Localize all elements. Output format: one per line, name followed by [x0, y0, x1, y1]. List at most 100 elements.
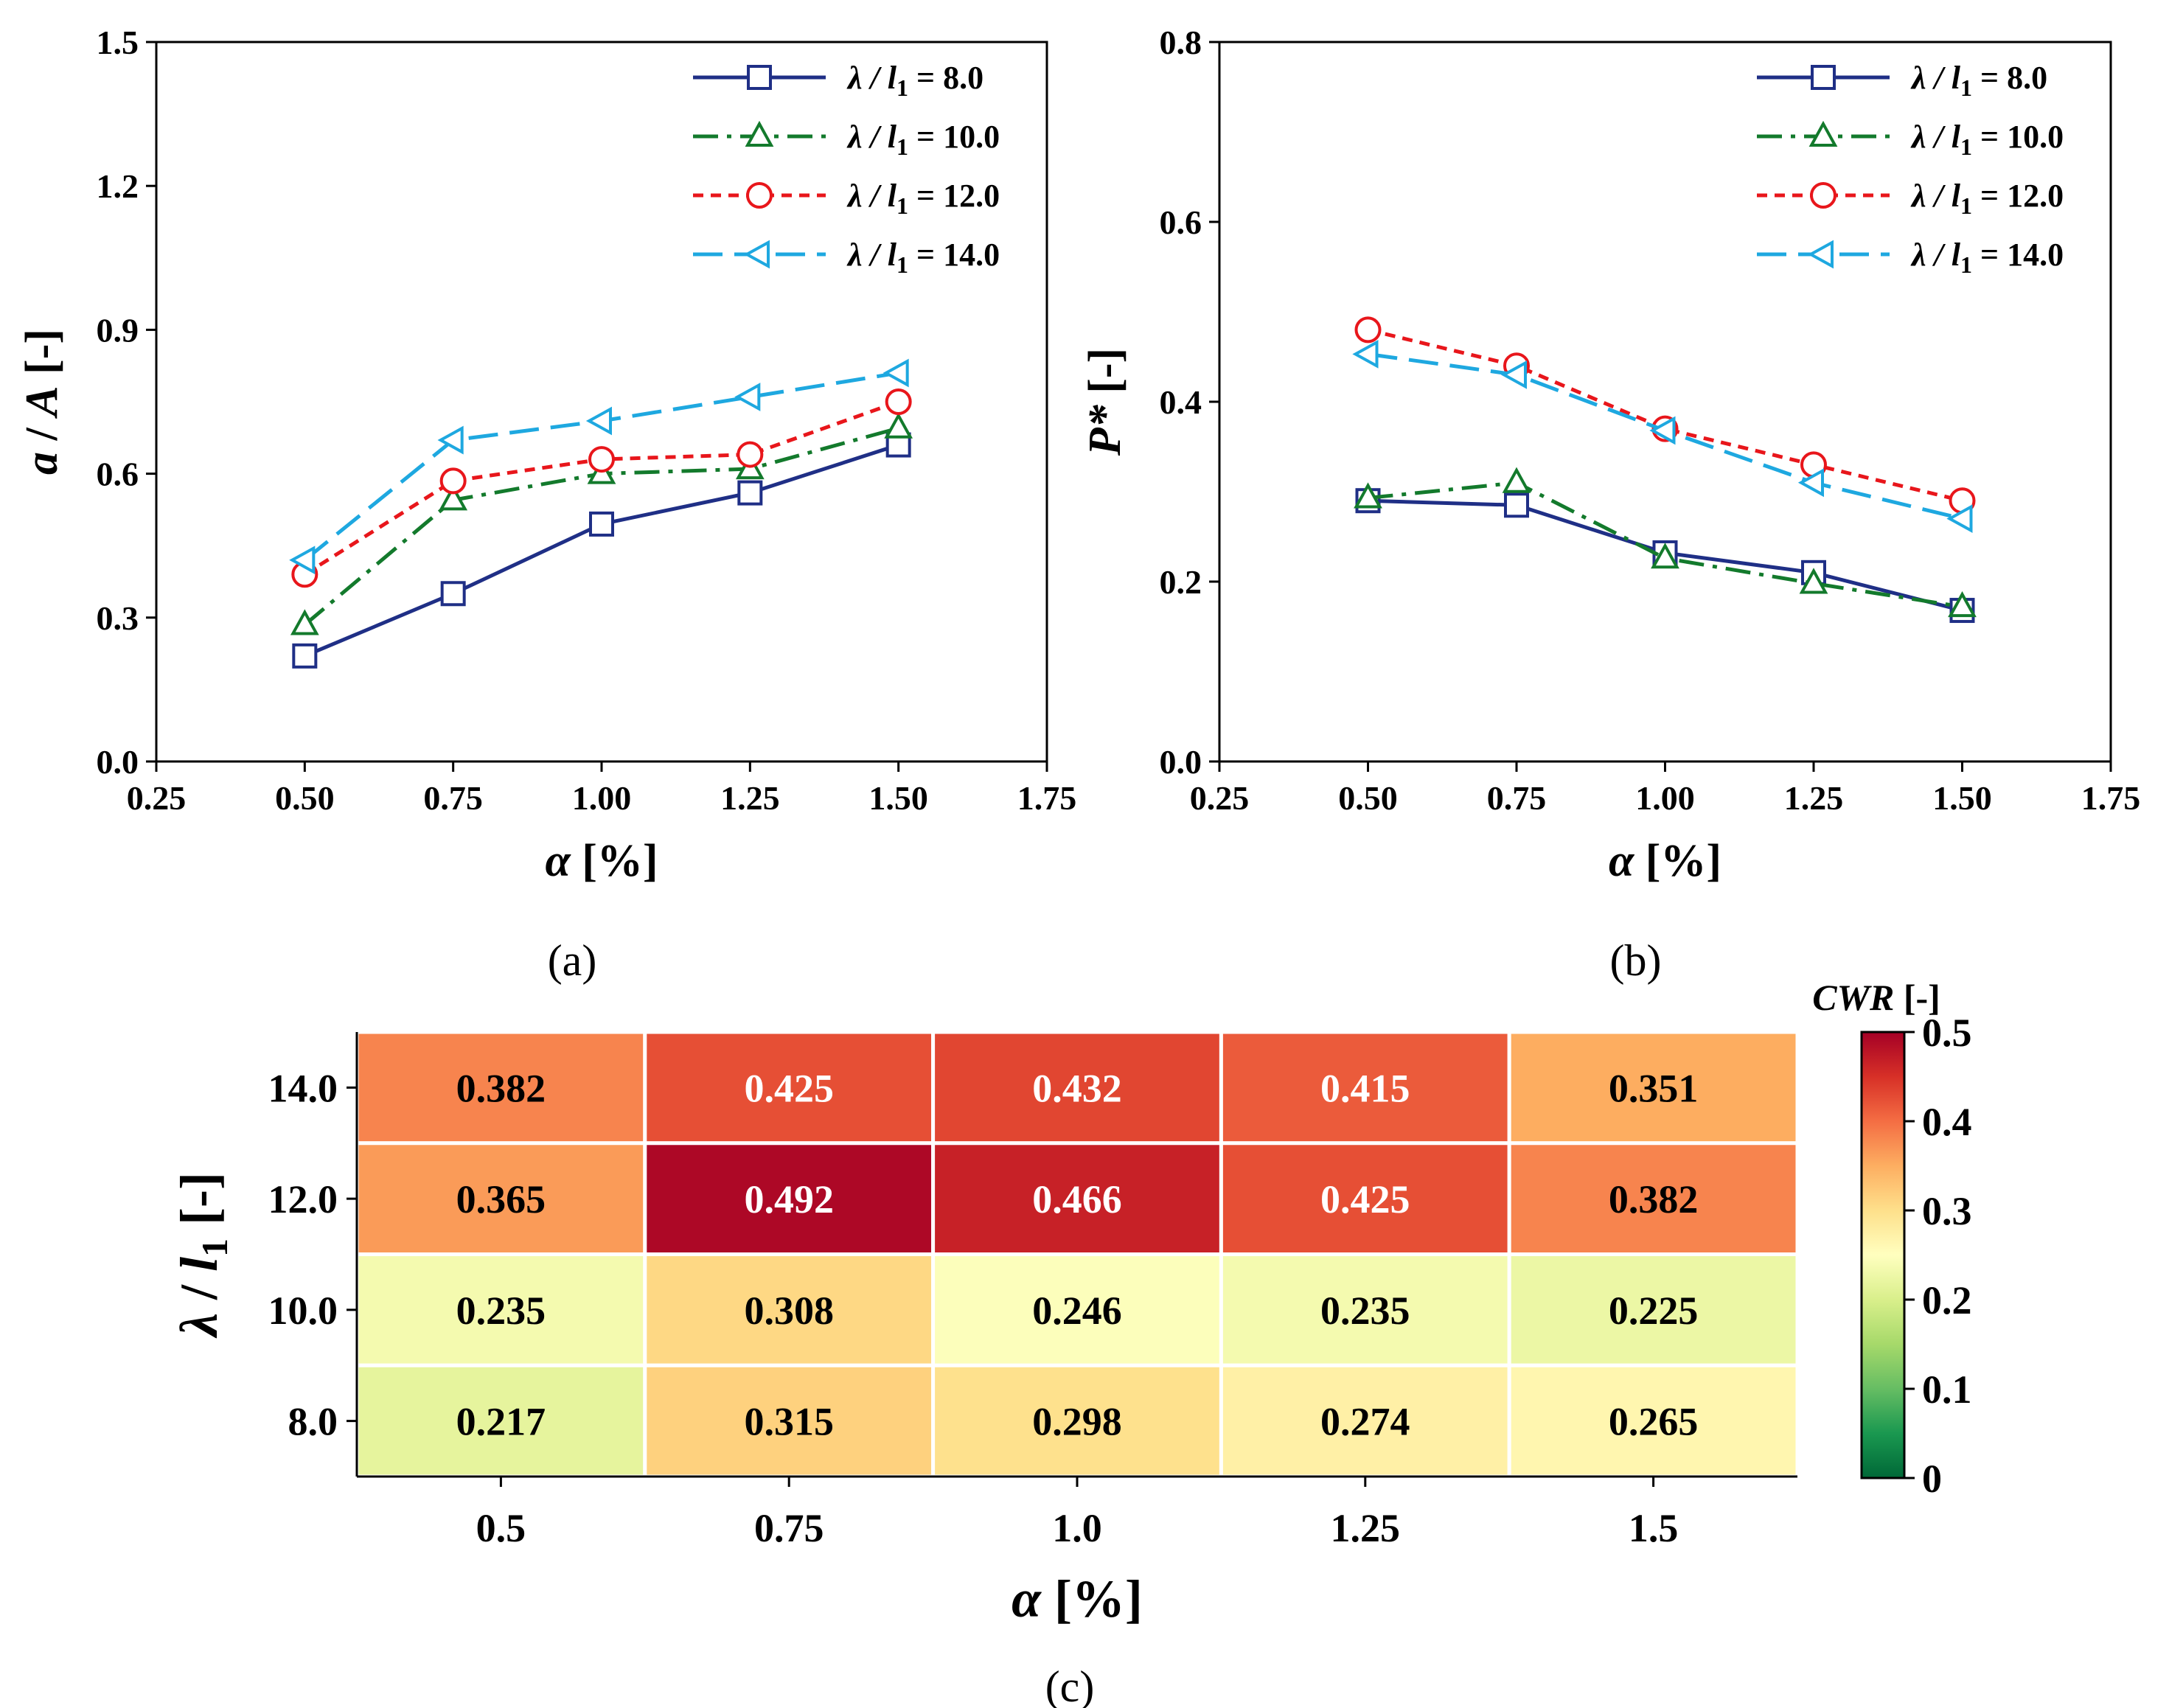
data-point-marker [882, 358, 909, 388]
x-tick-label: 1.0 [1052, 1506, 1102, 1550]
x-tick-label: 0.50 [1338, 779, 1398, 817]
heatmap-cell-value: 0.466 [1032, 1177, 1122, 1221]
y-tick-label: 0.2 [1160, 563, 1202, 601]
heatmap-cell [1507, 1363, 1800, 1479]
legend-sep: / [863, 178, 888, 214]
y-axis-label: a / A [-] [17, 329, 67, 475]
legend-l: l [1952, 237, 1961, 273]
x-tick-label: 1.25 [1784, 779, 1844, 817]
x-tick-label: 1.50 [868, 779, 928, 817]
data-point-marker [1354, 316, 1382, 344]
heatmap-cell-value: 0.235 [1320, 1289, 1410, 1333]
legend-sep: / [863, 119, 888, 155]
legend-entry-4: λ / l1 = 14.0 [1757, 237, 2064, 278]
heatmap-cell-value: 0.432 [1032, 1066, 1122, 1110]
legend-l: l [1952, 119, 1961, 155]
y-axis-sep: / [170, 1272, 229, 1313]
x-axis-symbol: α [545, 836, 571, 886]
legend-lambda: λ [846, 119, 863, 155]
y-tick-label: 0.0 [1160, 743, 1202, 781]
legend-sub: 1 [897, 192, 908, 219]
data-point-marker [734, 383, 761, 411]
legend-eq: = 8.0 [908, 60, 983, 96]
y-tick-label: 0.8 [1160, 24, 1202, 61]
data-point-marker [585, 406, 612, 436]
legend-eq: = 14.0 [1972, 237, 2064, 273]
data-point-marker [1651, 543, 1679, 569]
panel-b-line-chart: 0.25 0.50 0.75 1.00 1.25 1.50 1.75 0.0 0.2 0.4 0.6… [1080, 24, 2140, 985]
x-tick-label: 1.00 [572, 779, 632, 817]
data-point-marker [1354, 482, 1382, 509]
legend-entry-1: λ / l1 = 8.0 [693, 60, 983, 101]
legend-sub: 1 [897, 133, 908, 160]
colorbar-tick-label: 0.5 [1922, 1011, 1972, 1055]
heatmap-cell-value: 0.235 [456, 1289, 546, 1333]
heatmap-cell [931, 1252, 1223, 1367]
legend-label: λ / l1 = 14.0 [1910, 237, 2064, 278]
legend-entry-2: λ / l1 = 10.0 [1757, 119, 2064, 160]
legend-marker [743, 240, 770, 269]
legend-entry-3: λ / l1 = 12.0 [1757, 178, 2064, 219]
legend-sep: / [863, 237, 888, 273]
data-point-marker [1946, 504, 1973, 533]
legend-entry-4: λ / l1 = 14.0 [693, 237, 1000, 278]
legend-entry-2: λ / l1 = 10.0 [693, 119, 1000, 160]
y-axis-var-A: A [17, 386, 67, 419]
panel-label: (a) [548, 936, 597, 985]
legend-entry-3: λ / l1 = 12.0 [693, 178, 1000, 219]
legend-label: λ / l1 = 8.0 [1910, 60, 2047, 101]
data-point-marker [292, 643, 318, 669]
y-axis-var-a: a [17, 452, 67, 475]
legend-marker [1808, 120, 1838, 147]
colorbar-title-unit: [-] [1894, 977, 1940, 1018]
heatmap-cell-value: 0.298 [1032, 1400, 1122, 1444]
x-tick-label: 0.25 [1190, 779, 1250, 817]
legend-lambda: λ [1910, 237, 1926, 273]
y-tick-label: 1.2 [97, 167, 139, 205]
y-tick-label: 0.4 [1160, 383, 1202, 421]
legend-entry-1: λ / l1 = 8.0 [1757, 60, 2047, 101]
x-axis-unit: [%] [1041, 1569, 1143, 1628]
colorbar-tick-label: 0.1 [1922, 1367, 1972, 1412]
data-point-marker [589, 511, 614, 537]
x-axis-label: α [%] [1012, 1569, 1143, 1628]
x-tick-label: 1.5 [1629, 1506, 1679, 1550]
colorbar-title-var: CWR [1812, 977, 1894, 1018]
data-point-marker [1500, 360, 1527, 389]
y-axis-var-P: P* [1080, 404, 1130, 456]
y-axis-unit: [-] [17, 329, 67, 386]
data-point-marker [1352, 339, 1379, 369]
series-4 [1352, 339, 1973, 533]
legend-sep: / [1926, 237, 1952, 273]
legend-marker [1811, 65, 1836, 90]
data-point-marker [290, 609, 319, 635]
legend-sub: 1 [1960, 192, 1972, 219]
data-point-marker [588, 446, 615, 473]
panel-c-heatmap: 0.382 0.425 0.432 0.415 0.351 0.365 0.492 0.466… [170, 977, 1972, 1708]
series-2 [1354, 467, 1977, 618]
legend-sep: / [1926, 60, 1952, 96]
x-tick-label: 0.75 [423, 779, 483, 817]
colorbar-title: CWR [-] [1812, 977, 1940, 1018]
x-tick-label: 0.25 [127, 779, 187, 817]
legend-marker [745, 120, 774, 147]
heatmap-cell [931, 1363, 1223, 1479]
heatmap-cell-value: 0.246 [1032, 1289, 1122, 1333]
colorbar-tick-label: 0.3 [1922, 1189, 1972, 1233]
series-2 [290, 412, 913, 635]
y-tick-label: 0.9 [97, 311, 139, 349]
legend-marker [747, 65, 772, 90]
y-tick-label: 12.0 [268, 1177, 338, 1221]
legend-sep: / [1926, 119, 1952, 155]
data-point-marker [885, 388, 912, 415]
data-point-marker [1502, 467, 1531, 493]
series-3 [1354, 316, 1976, 515]
x-tick-label: 0.75 [754, 1506, 824, 1550]
colorbar-tick-label: 0.4 [1922, 1100, 1972, 1144]
x-tick-label: 0.50 [275, 779, 335, 817]
x-tick-label: 1.00 [1635, 779, 1695, 817]
x-tick-label: 1.50 [1932, 779, 1992, 817]
legend-eq: = 12.0 [908, 178, 1000, 214]
legend-sub: 1 [1960, 74, 1972, 101]
legend-eq: = 8.0 [1972, 60, 2047, 96]
